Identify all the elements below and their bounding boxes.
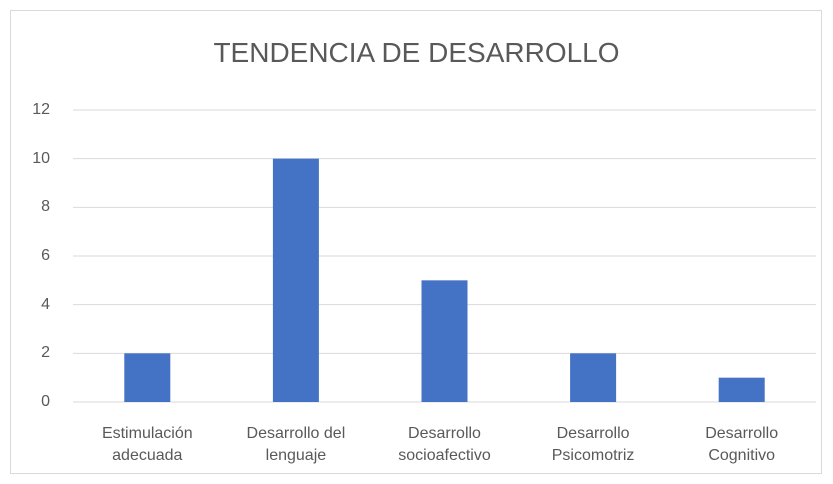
x-tick-label: Desarrollo socioafectivo [398, 425, 491, 464]
bar [718, 377, 765, 402]
bar [124, 353, 171, 402]
y-tick-label: 0 [41, 393, 50, 410]
x-tick-label: Desarrollo Psicomotriz [551, 425, 635, 464]
y-tick-label: 4 [41, 295, 50, 313]
x-tick-label: Desarrollo Cognitivo [705, 425, 779, 464]
y-tick-label: 6 [41, 247, 50, 264]
chart-title: TENDENCIA DE DESARROLLO [213, 37, 620, 68]
chart-frame [10, 10, 822, 474]
x-tick-label: Estimulación adecuada [101, 425, 193, 464]
x-tick-label: Desarrollo del lenguaje [246, 425, 346, 464]
y-tick-label: 8 [41, 198, 50, 216]
y-tick-label: 2 [41, 344, 50, 362]
bar [421, 280, 468, 402]
y-tick-label: 12 [32, 101, 50, 118]
y-tick-label: 10 [32, 149, 50, 167]
bar [272, 158, 319, 402]
bar [570, 353, 617, 402]
